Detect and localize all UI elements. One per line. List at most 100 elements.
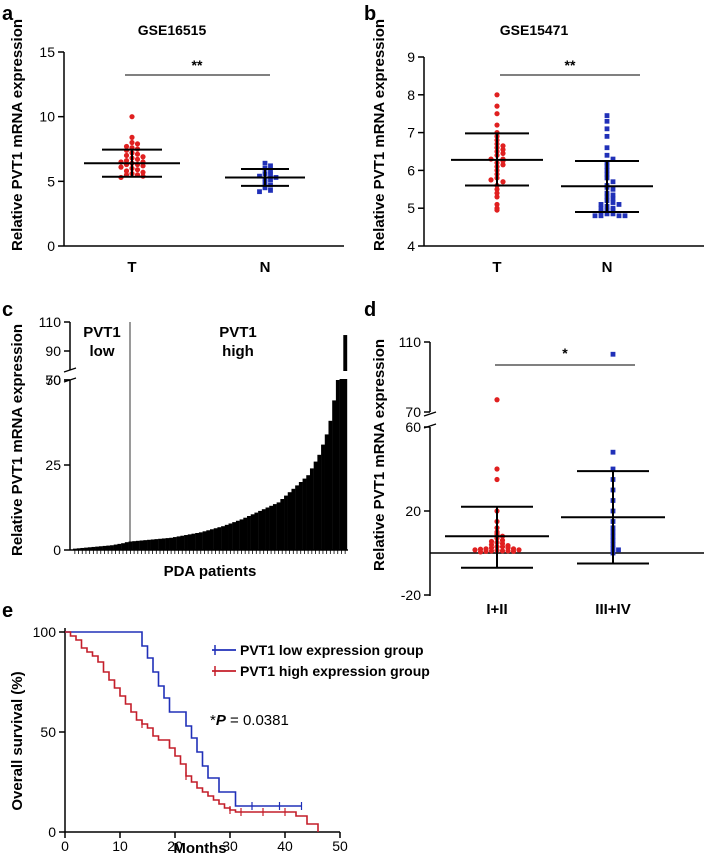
panel-b-N-point (604, 133, 610, 139)
panel-c-bar (73, 548, 77, 550)
panel-a-N-point (262, 185, 268, 191)
panel-b-N-point (610, 207, 616, 213)
panel-e-xtick-label: 10 (112, 838, 128, 854)
panel-a-T-point (140, 154, 146, 160)
panel-c-bar (191, 533, 196, 550)
panel-c-lower-ytick-label: 25 (45, 457, 61, 473)
panel-c-bar (84, 547, 89, 550)
panel-d-group-0-point (510, 548, 517, 554)
panel-d-significance: * (562, 345, 568, 361)
panel-b-significance: ** (565, 57, 576, 73)
panel-label-c: c (2, 299, 13, 321)
panel-c-bar (317, 454, 322, 550)
panel-c-bar (309, 468, 314, 550)
pvalue-rest: = 0.0381 (226, 712, 289, 729)
panel-d-upper-ytick-label: 110 (399, 334, 422, 350)
panel-a-N-point (268, 163, 273, 169)
panel-a-ytick-label: 15 (39, 44, 55, 60)
panel-b-T-point (494, 190, 500, 196)
panel-d-ylabel: Relative PVT1 mRNA expression (371, 339, 388, 571)
panel-a-T-point (134, 156, 141, 162)
panel-b-ytick-label: 7 (407, 125, 415, 141)
panel-b-N-point (610, 200, 616, 205)
panel-c-annotation-low-2: low (90, 343, 115, 360)
panel-a-category-T: T (127, 259, 136, 276)
panel-d-group-0-point (499, 544, 506, 550)
panel-b-N-point (604, 118, 610, 124)
legend-label-high: PVT1 high expression group (240, 663, 430, 679)
panel-b-T-point (494, 186, 500, 192)
panel-b-ytick-label: 8 (407, 87, 415, 103)
panel-c-bar (247, 516, 251, 550)
panel-d-group-1-point (610, 466, 616, 472)
panel-a-T-point (129, 114, 135, 120)
panel-e-ytick-label: 0 (48, 824, 56, 840)
panel-label-b: b (364, 3, 376, 25)
panel-b-N-point (604, 113, 610, 118)
panel-b-T-point (494, 122, 500, 128)
panel-b-T-point (488, 177, 494, 183)
panel-c-bar (202, 531, 207, 550)
panel-c-bar (172, 537, 177, 550)
panel-c-bar (98, 546, 103, 550)
panel-c-bar (239, 519, 244, 550)
panel-b-ytick-label: 6 (407, 162, 415, 178)
panel-c-bar (139, 540, 144, 550)
panel-c-annotation-high-2: high (222, 343, 254, 360)
panel-a-title: GSE16515 (138, 22, 207, 38)
panel-c-bar (321, 444, 325, 550)
panel-label-e: e (2, 600, 13, 622)
panel-a-N-point (262, 160, 268, 166)
km-curve-high (65, 631, 319, 832)
panel-c-bar (250, 514, 255, 550)
panel-a-ytick-label: 5 (47, 173, 55, 189)
panel-a-T-point (134, 141, 141, 147)
panel-c-bar (176, 536, 181, 550)
panel-c-bar (335, 380, 340, 550)
panel-c-bar (106, 545, 111, 550)
panel-a-category-N: N (260, 259, 271, 276)
panel-c-bar (143, 540, 148, 550)
panel-a-ylabel: Relative PVT1 mRNA expression (9, 19, 26, 251)
panel-b-ylabel: Relative PVT1 mRNA expression (371, 19, 388, 251)
pvalue-star: * (210, 712, 216, 729)
panel-e-xtick-label: 30 (222, 838, 238, 854)
panel-c-break-gap (300, 371, 350, 379)
panel-c-bar (276, 502, 281, 550)
panel-e: e Overall survival (%) 0 10 20 30 40 50 0 50 100… (2, 600, 430, 856)
panel-b-category-T: T (492, 259, 501, 276)
panel-d-axis-break (423, 411, 437, 417)
panel-b-N-point (592, 213, 598, 219)
panel-c-bar (324, 434, 329, 550)
panel-e-xlabel: Months (173, 840, 226, 856)
panel-d-axis-break (423, 423, 437, 429)
panel-d-group-0-point (494, 466, 500, 472)
panel-d-group-0-point (494, 397, 500, 403)
panel-c-axis-break (63, 377, 77, 383)
panel-c-bar (210, 529, 214, 550)
panel-c-bar (269, 505, 274, 550)
panel-d-lower-ytick-label: 20 (405, 503, 421, 519)
panel-c-bar (150, 539, 155, 550)
panel-d-group-0-point (477, 549, 484, 555)
panel-b-N-point (616, 213, 622, 219)
panel-c-bar (295, 485, 300, 550)
panel-d-lower-ytick-label: -20 (401, 587, 421, 603)
panel-a: a GSE16515 Relative PVT1 mRNA expression… (2, 3, 344, 276)
panel-c-bar (302, 478, 307, 550)
km-curve-low (65, 631, 302, 807)
panel-b-N-point (604, 152, 610, 158)
panel-c-bar (161, 538, 166, 550)
panel-a-N-point (268, 168, 273, 174)
panel-a-ytick-label: 10 (39, 109, 55, 125)
panel-d-category-I-II: I+II (486, 601, 507, 618)
panel-c-bar (91, 546, 96, 550)
panel-c-bar (169, 537, 174, 550)
panel-d-upper-ytick-label: 70 (405, 404, 421, 420)
panel-c-bar (135, 540, 140, 550)
panel-e-xtick-label: 50 (332, 838, 348, 854)
panel-b-N-point (610, 196, 616, 202)
panel-a-T-point (129, 134, 135, 140)
panel-c-bar (224, 524, 229, 550)
panel-c-bar (328, 420, 333, 550)
